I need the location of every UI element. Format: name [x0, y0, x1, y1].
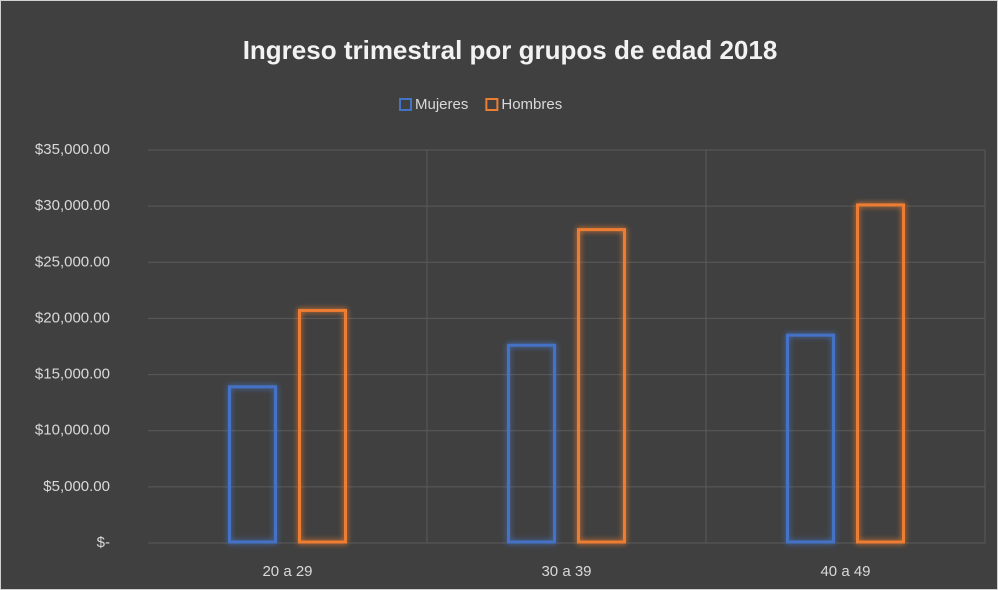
y-tick-label: $20,000.00: [35, 309, 110, 326]
y-tick-label: $15,000.00: [35, 366, 110, 383]
y-tick-label: $25,000.00: [35, 253, 110, 270]
bar: [856, 203, 905, 544]
chart-title: Ingreso trimestral por grupos de edad 20…: [243, 35, 778, 65]
legend-marker: [399, 98, 412, 111]
bar: [786, 333, 835, 544]
y-tick-label: $35,000.00: [35, 141, 110, 158]
y-tick-label: $30,000.00: [35, 197, 110, 214]
legend-label: Mujeres: [415, 96, 468, 113]
legend: Mujeres Hombres: [399, 96, 562, 113]
bar: [298, 308, 347, 544]
y-tick-label: $-: [97, 534, 110, 551]
legend-label: Hombres: [501, 96, 562, 113]
y-tick-label: $5,000.00: [43, 478, 110, 495]
bar: [228, 385, 277, 544]
x-tick-label: 20 a 29: [262, 563, 312, 580]
legend-marker: [485, 98, 499, 111]
x-tick-label: 40 a 49: [820, 563, 870, 580]
bar: [577, 228, 626, 544]
x-tick-label: 30 a 39: [541, 563, 591, 580]
bar: [507, 343, 556, 544]
y-tick-label: $10,000.00: [35, 422, 110, 439]
